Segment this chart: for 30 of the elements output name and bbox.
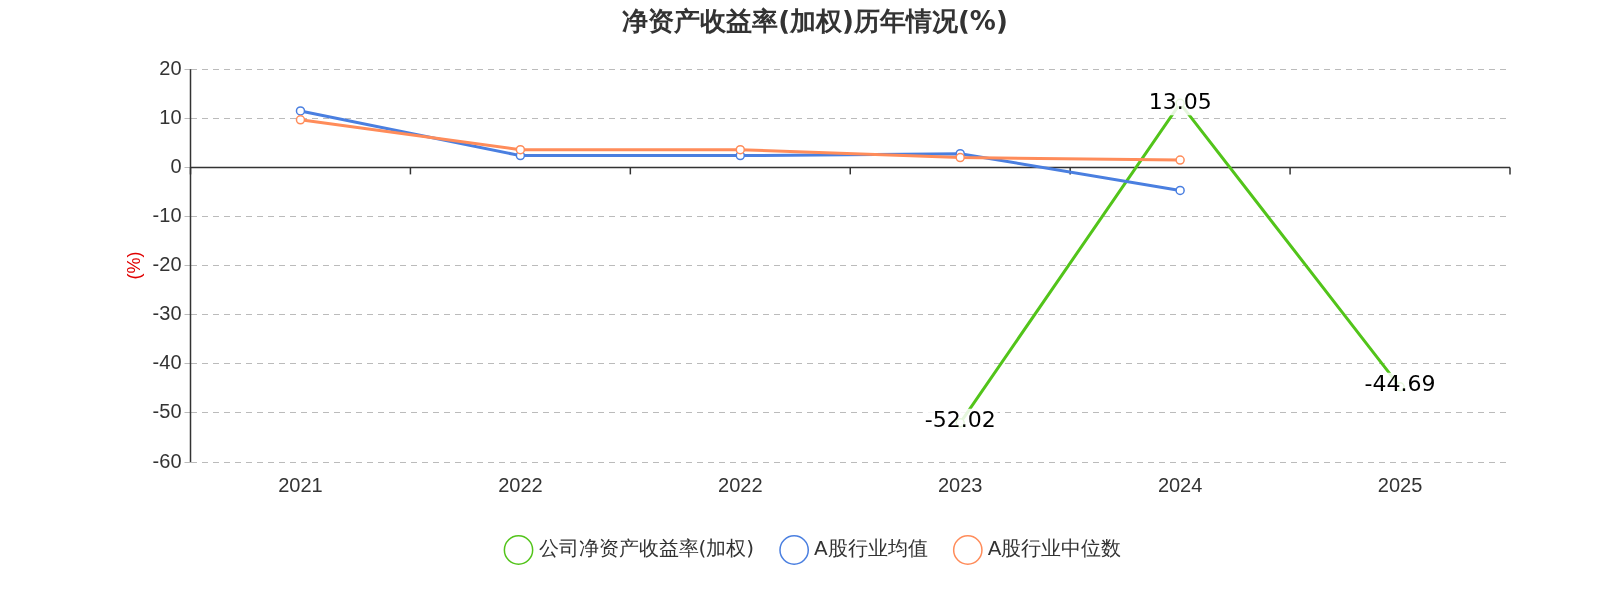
point [955, 152, 965, 163]
y-tick-label: -10 [152, 204, 182, 227]
chart-title: 净资产收益率(加权)历年情况(%) [622, 6, 1008, 37]
point [1175, 155, 1185, 165]
legend-label: A股行业中位数 [987, 536, 1122, 561]
x-tick-label: 2021 [278, 473, 323, 496]
x-tick-label: 2023 [937, 473, 983, 496]
point [295, 115, 306, 125]
x-tick-label: 2022 [498, 473, 543, 496]
point [515, 144, 526, 155]
y-tick-label: 10 [159, 105, 182, 128]
y-tick-label: -40 [152, 351, 182, 374]
x-tick-label: 2024 [1157, 473, 1203, 496]
y-axis-title: (%) [123, 251, 144, 280]
point [735, 144, 746, 155]
point [1175, 185, 1185, 196]
legend-label: 公司净资产收益率(加权) [538, 536, 755, 561]
point [295, 106, 306, 116]
y-tick-label: 0 [170, 154, 182, 177]
y-tick-label: -50 [152, 400, 182, 423]
data-label: -44.69 [1364, 370, 1436, 396]
data-label: 13.05 [1148, 89, 1212, 115]
y-tick-label: -20 [152, 253, 182, 276]
y-tick-label: -30 [152, 302, 182, 325]
legend-label: A股行业均值 [814, 536, 928, 561]
x-tick-label: 2025 [1377, 473, 1423, 496]
y-tick-label: 20 [159, 56, 182, 79]
x-tick-label: 2022 [718, 473, 763, 496]
data-label: -52.02 [924, 406, 996, 432]
y-tick-label: -60 [152, 449, 182, 472]
